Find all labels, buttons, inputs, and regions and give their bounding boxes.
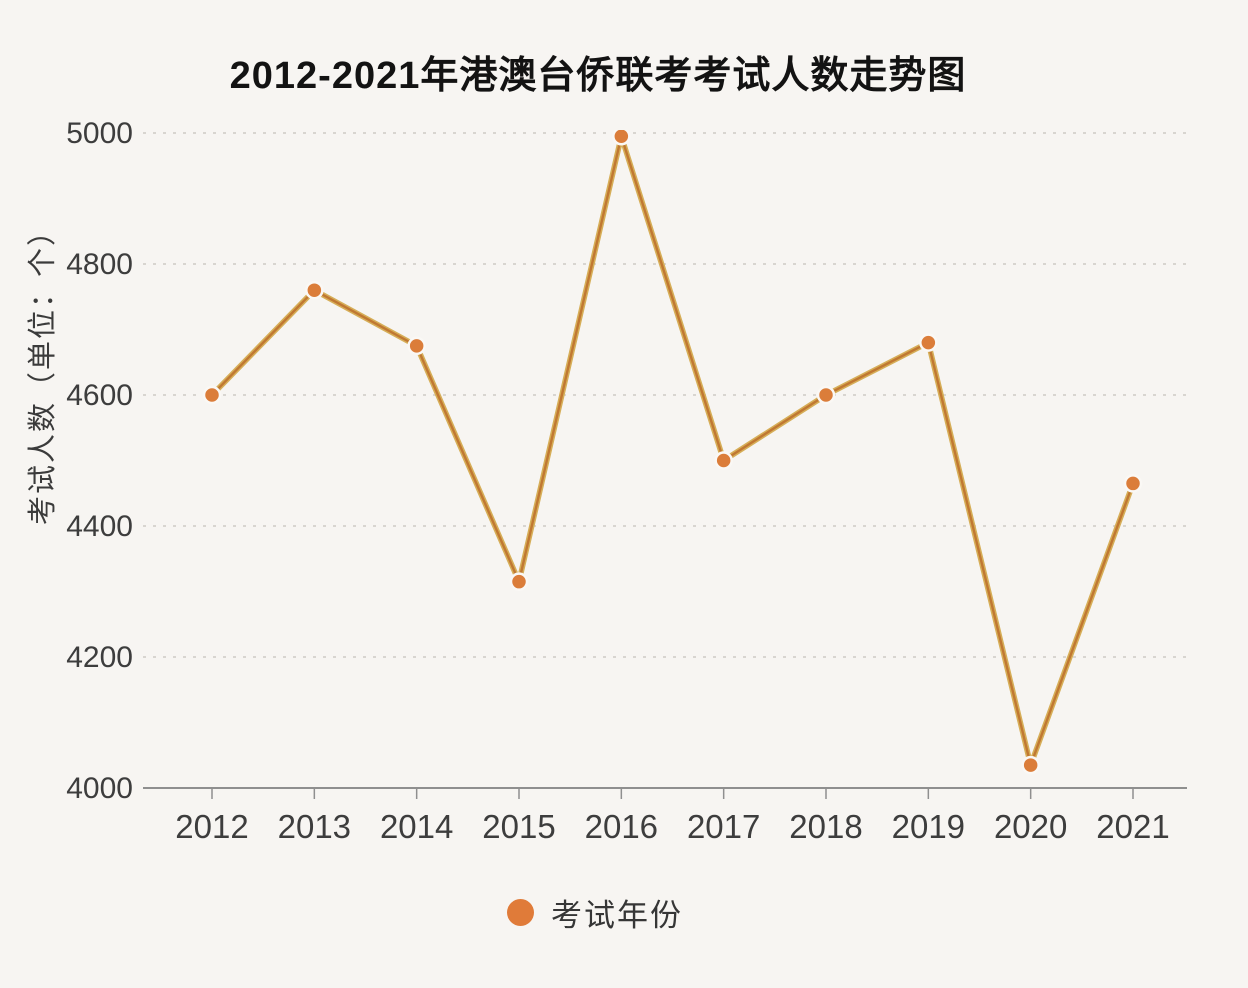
x-tick-label-2014: 2014 <box>380 808 453 845</box>
legend[interactable]: 考试年份 <box>0 892 1190 933</box>
y-tick-label-4000: 4000 <box>66 772 133 805</box>
x-tick-label-2017: 2017 <box>687 808 760 845</box>
y-tick-label-4800: 4800 <box>66 248 133 281</box>
series-考试年份 <box>202 128 1143 775</box>
trend-line-inner <box>210 135 1135 767</box>
data-point-2014[interactable] <box>407 336 426 356</box>
x-tick-label-2013: 2013 <box>278 808 351 845</box>
x-tick-label-2020: 2020 <box>994 808 1067 845</box>
x-tick-label-2021: 2021 <box>1096 808 1169 845</box>
data-point-2012[interactable] <box>202 385 222 405</box>
x-tick-label-2016: 2016 <box>585 808 658 845</box>
data-point-2013[interactable] <box>305 280 324 300</box>
y-tick-label-4400: 4400 <box>66 510 133 543</box>
data-point-2016[interactable] <box>612 128 631 146</box>
data-point-2018[interactable] <box>816 385 836 405</box>
y-tick-label-4200: 4200 <box>66 641 133 674</box>
x-tick-label-2015: 2015 <box>482 808 555 845</box>
x-tick-label-2019: 2019 <box>892 808 965 845</box>
data-point-2020[interactable] <box>1021 755 1040 775</box>
chart-title: 2012-2021年港澳台侨联考考试人数走势图 <box>229 55 967 97</box>
legend-label: 考试年份 <box>551 897 683 933</box>
data-point-2019[interactable] <box>919 333 938 352</box>
x-tick-label-2012: 2012 <box>175 808 248 845</box>
x-tick-label-2018: 2018 <box>789 808 862 845</box>
y-tick-label-5000: 5000 <box>66 117 133 150</box>
data-point-2021[interactable] <box>1123 474 1143 493</box>
trend-line-outer <box>209 133 1136 768</box>
y-tick-label-4600: 4600 <box>66 379 133 412</box>
legend-circle-icon <box>507 898 534 926</box>
data-point-2017[interactable] <box>714 451 733 470</box>
data-point-2015[interactable] <box>509 572 529 591</box>
